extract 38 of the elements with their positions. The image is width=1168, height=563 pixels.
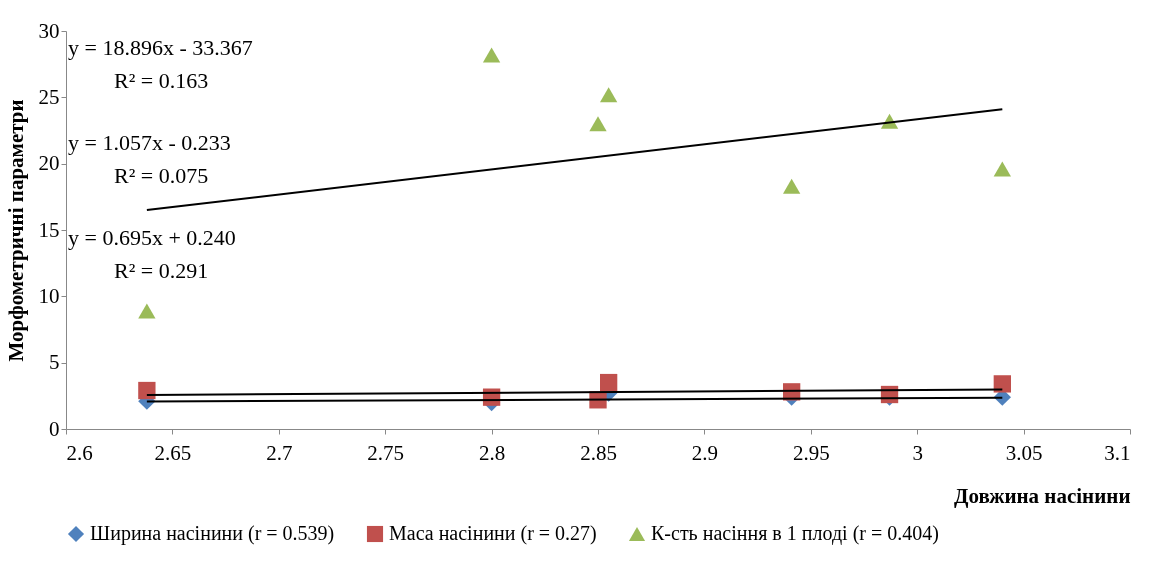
y-tick-label: 10 (38, 283, 60, 308)
y-tick-label: 20 (38, 151, 60, 176)
point (138, 303, 156, 319)
x-tick-label: 2.9 (691, 440, 719, 465)
y-tick-label: 5 (49, 350, 60, 375)
point (993, 375, 1011, 393)
x-tick-label: 2.65 (154, 440, 192, 465)
y-tick-label: 15 (38, 217, 60, 242)
y-tick-label: 25 (38, 84, 60, 109)
legend-label: Маса насінини (r = 0.27) (389, 522, 597, 545)
point (589, 116, 607, 132)
x-tick-label: 2.85 (580, 440, 617, 465)
annotation: R² = 0.075 (114, 163, 209, 188)
annotation: y = 0.695x + 0.240 (68, 225, 236, 250)
x-tick-label: 2.6 (66, 440, 93, 465)
x-tick-label: 3.1 (1104, 440, 1131, 465)
annotation: y = 18.896x - 33.367 (68, 35, 253, 60)
x-tick-label: 2.7 (266, 440, 293, 465)
point (138, 381, 156, 400)
x-tick-label: 3.05 (1005, 440, 1043, 465)
point (482, 47, 501, 63)
annotation: y = 1.057x - 0.233 (68, 130, 231, 155)
x-tick-label: 2.8 (478, 440, 506, 465)
legend-label: Ширина насінини (r = 0.539) (90, 522, 335, 545)
y-tick-label: 0 (49, 416, 60, 441)
y-tick-label: 30 (38, 18, 60, 43)
x-tick-label: 2.95 (792, 440, 830, 465)
point (993, 161, 1011, 177)
x-tick-label: 3 (912, 440, 923, 465)
point (599, 87, 618, 103)
y-axis-title: Морфометричні параметри (3, 99, 28, 362)
x-axis-title: Довжина насінини (954, 483, 1131, 508)
x-tick-label: 2.75 (367, 440, 405, 465)
legend-label: К-сть насіння в 1 плоді (r = 0.404) (651, 522, 939, 545)
point (782, 178, 801, 194)
point (599, 373, 618, 392)
annotation: R² = 0.163 (114, 68, 209, 93)
annotation: R² = 0.291 (114, 258, 209, 283)
